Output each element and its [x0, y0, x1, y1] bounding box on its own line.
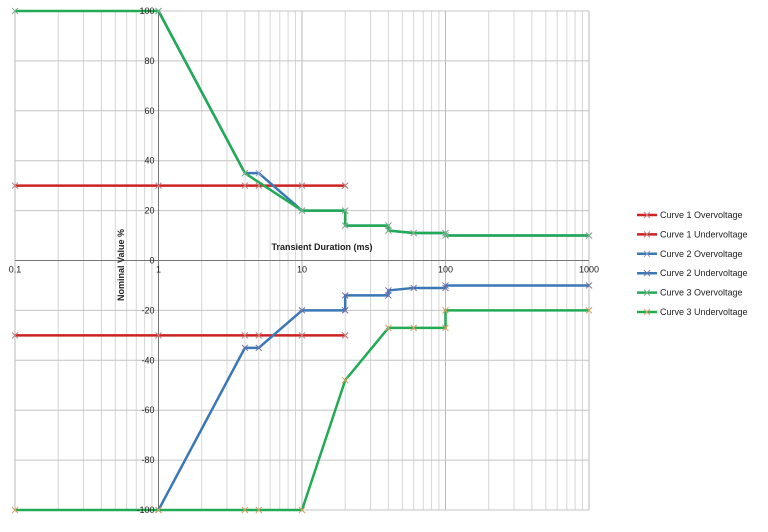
series-line — [157, 10, 589, 237]
legend-item: Curve 2 Undervoltage — [637, 268, 748, 278]
data-point — [298, 506, 306, 514]
data-point — [255, 344, 263, 352]
legend-label: Curve 1 Overvoltage — [660, 210, 743, 220]
data-point — [241, 169, 249, 177]
data-point — [241, 331, 249, 339]
data-point — [643, 211, 651, 219]
y-tick-label: 60 — [144, 106, 154, 116]
data-point — [341, 222, 349, 229]
x-tick-label: 1 — [156, 265, 161, 275]
legend-item: Curve 2 Overvoltage — [637, 249, 743, 259]
data-point — [298, 331, 306, 339]
data-point — [585, 307, 593, 314]
data-point — [255, 331, 263, 339]
axes — [15, 11, 589, 510]
data-point — [11, 7, 19, 15]
data-point — [341, 182, 349, 190]
x-tick-label: 10 — [297, 265, 307, 275]
data-point — [11, 506, 19, 514]
data-point — [410, 284, 418, 292]
data-point — [410, 229, 418, 237]
series-1 — [11, 182, 349, 190]
series-5 — [11, 7, 593, 239]
series-layer — [11, 7, 593, 514]
data-point — [155, 331, 162, 339]
data-point — [410, 324, 418, 332]
data-point — [385, 324, 392, 332]
data-point — [442, 282, 449, 289]
y-tick-label: 20 — [144, 206, 154, 216]
y-tick-label: 0 — [149, 256, 154, 266]
data-point — [643, 250, 651, 258]
series-4 — [155, 282, 593, 514]
legend: Curve 1 Overvoltage Curve 1 Undervoltage C… — [637, 210, 748, 317]
x-tick-label: 0.1 — [9, 265, 22, 275]
data-point — [385, 287, 392, 294]
data-point — [341, 307, 349, 314]
y-tick-label: -80 — [141, 455, 154, 465]
data-point — [643, 289, 651, 296]
data-point — [241, 182, 249, 190]
data-point — [298, 307, 306, 314]
data-point — [385, 222, 392, 229]
data-point — [341, 292, 349, 299]
data-point — [341, 207, 349, 214]
data-point — [643, 308, 651, 316]
legend-item: Curve 3 Overvoltage — [637, 288, 743, 298]
data-point — [155, 7, 162, 15]
y-tick-label: -40 — [141, 355, 154, 365]
legend-label: Curve 3 Overvoltage — [660, 288, 743, 298]
y-tick-label: 80 — [144, 56, 154, 66]
data-point — [643, 269, 651, 277]
legend-label: Curve 2 Overvoltage — [660, 249, 743, 259]
y-tick-label: -60 — [141, 405, 154, 415]
data-point — [442, 284, 449, 292]
y-tick-label: -20 — [141, 305, 154, 315]
legend-label: Curve 1 Undervoltage — [660, 229, 748, 239]
data-point — [643, 231, 651, 238]
data-point — [255, 506, 263, 514]
y-tick-label: 40 — [144, 156, 154, 166]
data-point — [585, 282, 593, 289]
legend-item: Curve 3 Undervoltage — [637, 307, 748, 317]
legend-item: Curve 1 Overvoltage — [637, 210, 743, 220]
y-tick-label: 100 — [139, 6, 154, 16]
series-6 — [11, 307, 593, 514]
legend-label: Curve 2 Undervoltage — [660, 268, 748, 278]
data-point — [241, 506, 249, 514]
legend-item: Curve 1 Undervoltage — [637, 229, 748, 239]
y-axis-title: Nominal Value % — [116, 229, 126, 301]
data-point — [442, 324, 449, 332]
tick-labels: -100 -80 -60 -40 -20 0 20 40 60 80 100 0.1 1 10 100 100… — [9, 6, 599, 515]
data-point — [585, 232, 593, 239]
data-point — [442, 229, 449, 237]
x-axis-title: Transient Duration (ms) — [271, 242, 372, 252]
data-point — [11, 182, 19, 190]
series-3 — [155, 7, 593, 239]
data-point — [442, 232, 449, 239]
series-2 — [11, 331, 349, 339]
legend-label: Curve 3 Undervoltage — [660, 307, 748, 317]
data-point — [442, 307, 449, 314]
data-point — [11, 331, 19, 339]
series-line — [157, 284, 589, 511]
data-point — [155, 182, 162, 190]
data-point — [385, 227, 392, 234]
x-tick-label: 100 — [438, 265, 453, 275]
data-point — [241, 344, 249, 352]
data-point — [255, 169, 263, 177]
data-point — [341, 376, 349, 384]
x-tick-label: 1000 — [579, 265, 599, 275]
data-point — [341, 331, 349, 339]
data-point — [385, 292, 392, 299]
data-point — [155, 506, 162, 514]
data-point — [298, 182, 306, 190]
data-point — [298, 207, 306, 214]
y-tick-label: -100 — [136, 505, 154, 515]
